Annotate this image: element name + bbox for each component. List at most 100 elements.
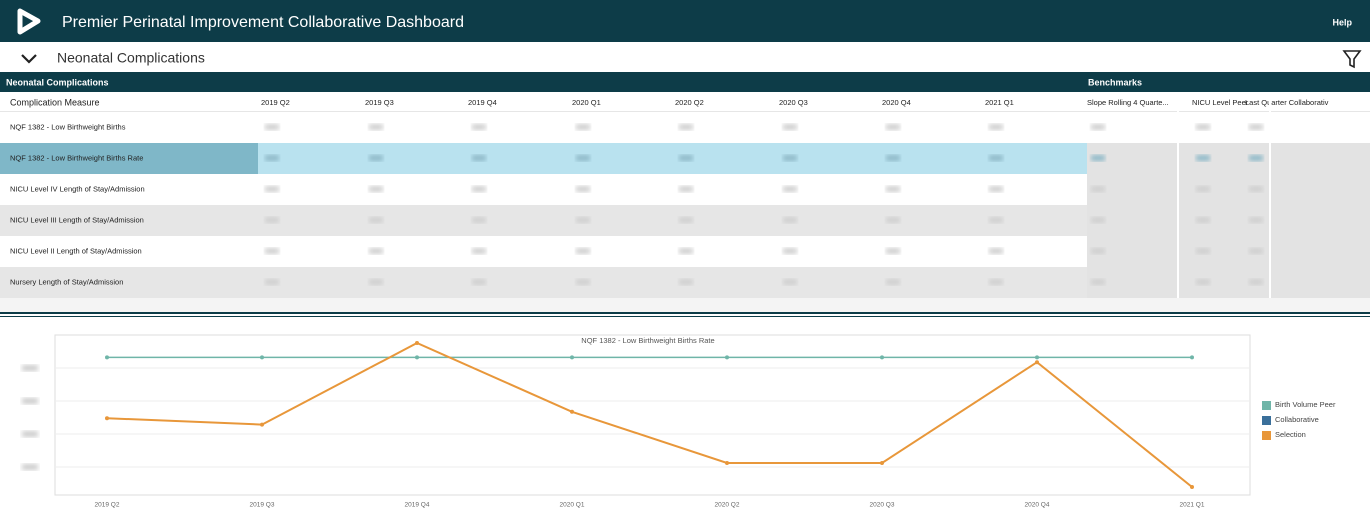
blurred-cell [989,217,1003,223]
blurred-y-label [22,398,38,404]
benchmarks-title: Benchmarks [1088,77,1142,87]
row-bg [0,205,1087,236]
divider [0,316,1370,317]
legend-swatch [1262,431,1271,440]
blurred-cell [369,155,383,161]
point [105,416,109,421]
blurred-cell [989,124,1003,130]
blurred-cell [1196,124,1210,130]
benchmark-bg [1087,112,1370,143]
legend-label: Birth Volume Peer [1275,400,1336,409]
column-header: 2021 Q1 [985,98,1014,107]
blurred-cell [576,248,590,254]
blurred-y-label [22,431,38,437]
x-tick-label: 2019 Q2 [95,502,120,509]
blurred-cell [989,186,1003,192]
blurred-cell [886,186,900,192]
blurred-cell [989,155,1003,161]
row-bg [0,267,1087,298]
point [415,341,419,345]
plot-frame [54,334,1251,496]
point [1035,360,1039,365]
point [260,422,264,427]
blurred-cell [679,279,693,285]
blurred-cell [576,279,590,285]
logo [17,8,41,35]
blurred-cell [989,279,1003,285]
blurred-cell [886,279,900,285]
blurred-cell [1196,186,1210,192]
row-bg [0,112,1087,143]
blurred-cell [576,186,590,192]
blurred-cell [989,248,1003,254]
x-tick-label: 2021 Q1 [1180,502,1205,509]
blurred-cell [472,248,486,254]
row-label: NICU Level III Length of Stay/Admission [10,215,144,224]
blurred-cell [369,186,383,192]
table-title-bar [0,72,1370,92]
blurred-cell [1249,248,1263,254]
x-tick-label: 2020 Q2 [715,502,740,509]
blurred-y-label [22,464,38,470]
blurred-cell [472,186,486,192]
blurred-cell [679,186,693,192]
blurred-cell [679,124,693,130]
blurred-cell [1196,248,1210,254]
blurred-cell [1091,124,1105,130]
blurred-cell [783,155,797,161]
point [1190,355,1194,360]
column-header: 2019 Q4 [468,98,497,107]
blurred-cell [1196,217,1210,223]
benchmark-bg [1087,267,1370,298]
blurred-cell [886,217,900,223]
blurred-cell [679,248,693,254]
blurred-cell [679,217,693,223]
collapse-chevron[interactable] [21,54,37,64]
row-label: NQF 1382 - Low Birthweight Births [10,122,126,131]
blurred-cell [783,186,797,192]
help-link[interactable]: Help [1332,17,1352,27]
blurred-cell [265,155,279,161]
blurred-cell [576,155,590,161]
row-label: NICU Level IV Length of Stay/Admission [10,184,145,193]
blurred-cell [1091,186,1105,192]
blurred-cell [472,155,486,161]
blurred-cell [1196,279,1210,285]
blurred-cell [472,279,486,285]
divider [0,312,1370,314]
blurred-cell [1091,279,1105,285]
blurred-cell [265,248,279,254]
point [570,409,574,414]
row-label: NQF 1382 - Low Birthweight Births Rate [10,153,143,162]
legend-label: Selection [1275,430,1306,439]
section-title: Neonatal Complications [57,50,205,66]
row-bg [0,174,1087,205]
blurred-cell [369,248,383,254]
column-header: 2020 Q2 [675,98,704,107]
benchmark-bg [1087,205,1370,236]
column-header: Slope Rolling 4 Quarte... [1087,98,1169,107]
x-tick-label: 2019 Q3 [250,502,275,509]
blurred-y-label [22,365,38,371]
column-header: Complication Measure [10,97,100,107]
blurred-cell [1249,155,1263,161]
column-header: Last Quarter Collaborativ [1245,98,1329,107]
row-label: Nursery Length of Stay/Admission [10,277,123,286]
row-bg [0,236,1087,267]
point [880,461,884,465]
app-title: Premier Perinatal Improvement Collaborat… [62,14,464,31]
row-label-selected [0,143,258,174]
blurred-cell [472,217,486,223]
series-line [106,341,1193,488]
table-footer [0,298,1370,312]
column-header: 2020 Q3 [779,98,808,107]
point [880,355,884,360]
point [725,355,729,360]
blurred-cell [679,155,693,161]
blurred-cell [886,155,900,161]
blurred-cell [783,217,797,223]
blurred-cell [886,124,900,130]
filter-icon[interactable] [1342,50,1362,69]
column-header: 2020 Q4 [882,98,911,107]
point [570,355,574,360]
